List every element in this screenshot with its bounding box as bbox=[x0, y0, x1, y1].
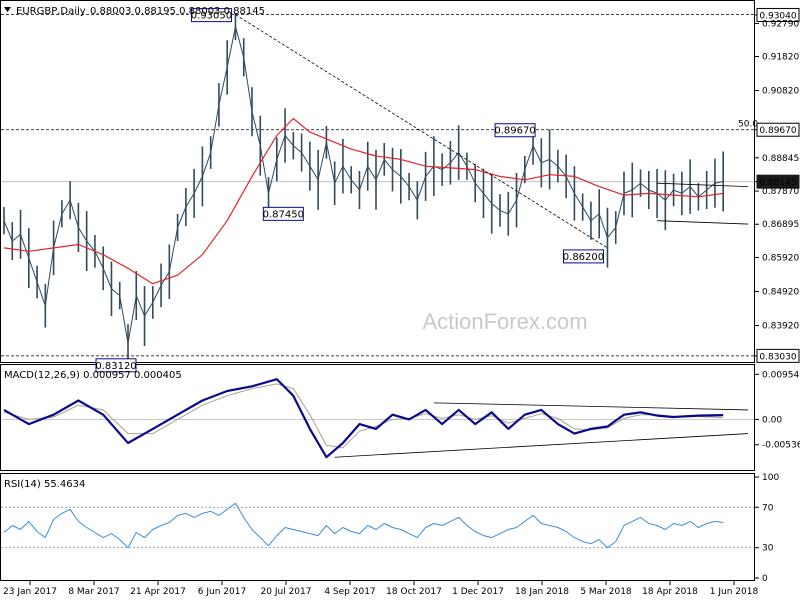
price-axis-tick-label-8: 0.86895 bbox=[762, 220, 799, 230]
macd-axis-tick-label-2: -0.00536 bbox=[762, 441, 800, 451]
price-axis-tag-box-4 bbox=[756, 122, 800, 137]
macd-trendline-0 bbox=[433, 402, 749, 411]
rsi-panel-label: RSI(14) 55.4634 bbox=[4, 479, 85, 490]
x-tick-label-2: 21 Apr 2017 bbox=[130, 587, 186, 597]
price-axis-tick-label-9: 0.85920 bbox=[762, 253, 799, 263]
price-axis-tick-label-4: 0.89670 bbox=[759, 126, 796, 136]
fib-label: 50.0 bbox=[738, 120, 758, 130]
x-tick-label-3: 6 Jun 2017 bbox=[198, 587, 246, 597]
x-tick-label-1: 8 Mar 2017 bbox=[68, 587, 119, 597]
price-axis-tag-box-6 bbox=[756, 174, 800, 189]
moving-average-line bbox=[3, 117, 724, 285]
rsi-axis-tick-label-2: 30 bbox=[762, 544, 774, 554]
macd-signal-line bbox=[3, 383, 724, 449]
price-panel-symbol: EURGBP,Daily bbox=[16, 6, 86, 17]
x-tick-label-5: 4 Sep 2017 bbox=[324, 587, 375, 597]
price-axis-tick-label-5: 0.88845 bbox=[762, 154, 799, 164]
annotation-box-3 bbox=[562, 249, 604, 264]
macd-trendline-1 bbox=[334, 433, 749, 458]
x-tick-label-4: 20 Jul 2017 bbox=[261, 587, 312, 597]
price-axis-tick-label-3: 0.90820 bbox=[762, 87, 799, 97]
macd-line bbox=[3, 378, 724, 459]
annotation-label-2: 0.89670 bbox=[494, 126, 535, 137]
x-tick-label-0: 23 Jan 2017 bbox=[3, 587, 57, 597]
price-trendline-1 bbox=[657, 182, 749, 188]
annotation-label-1: 0.87450 bbox=[263, 209, 304, 220]
price-axis-tick-label-2: 0.91820 bbox=[762, 53, 799, 63]
price-axis-tick-label-10: 0.84920 bbox=[762, 288, 799, 298]
rsi-line bbox=[3, 502, 724, 549]
price-axis-tag-box-0 bbox=[756, 7, 800, 22]
annotation-label-4: 0.83120 bbox=[95, 361, 136, 372]
collapse-arrow-icon[interactable] bbox=[4, 7, 11, 12]
price-trendline-0 bbox=[235, 14, 608, 249]
rsi-axis-tick-label-1: 70 bbox=[762, 503, 774, 513]
annotation-box-2 bbox=[494, 123, 536, 138]
price-panel-ohlc: 0.88003 0.88195 0.88003 0.88145 bbox=[90, 6, 265, 17]
macd-axis-tick-label-1: 0.00 bbox=[762, 415, 782, 425]
macd-axis-tick-label-0: 0.00954 bbox=[762, 370, 799, 380]
price-axis-tick-label-11: 0.83920 bbox=[762, 322, 799, 332]
price-trendline-2 bbox=[657, 220, 749, 225]
x-tick-label-7: 1 Dec 2017 bbox=[452, 587, 504, 597]
price-axis-tick-label-7: 0.87870 bbox=[762, 187, 799, 197]
rsi-panel-frame bbox=[0, 473, 755, 581]
annotation-box-0 bbox=[190, 8, 232, 23]
price-axis-tick-label-1: 0.92790 bbox=[762, 19, 799, 29]
price-layer: 50.0 0.93050 0.87450 0.89670 0.86200 0.83120 0… bbox=[1, 7, 800, 373]
annotation-label-0: 0.93050 bbox=[191, 11, 232, 22]
x-axis: 23 Jan 2017 8 Mar 2017 21 Apr 2017 6 Jun 20… bbox=[3, 581, 758, 597]
price-axis-tick-label-0: 0.93040 bbox=[759, 11, 796, 21]
price-axis-tag-box-12 bbox=[756, 348, 800, 363]
price-axis-tick-label-12: 0.83030 bbox=[759, 352, 796, 362]
x-tick-label-8: 18 Jan 2018 bbox=[515, 587, 569, 597]
rsi-axis-tick-label-0: 100 bbox=[762, 473, 779, 483]
x-tick-label-11: 1 Jun 2018 bbox=[710, 587, 759, 597]
x-tick-label-10: 18 Apr 2018 bbox=[642, 587, 698, 597]
rsi-axis-tick-label-3: 0 bbox=[762, 574, 768, 584]
x-tick-label-6: 18 Oct 2017 bbox=[386, 587, 442, 597]
price-axis-tick-label-6: 0.88145 bbox=[759, 178, 796, 188]
annotation-label-3: 0.86200 bbox=[563, 252, 604, 263]
annotation-box-4 bbox=[95, 358, 137, 373]
watermark: ActionForex.com bbox=[422, 309, 587, 334]
x-tick-label-9: 5 Mar 2018 bbox=[580, 587, 632, 597]
macd-panel-frame bbox=[0, 364, 755, 471]
annotation-box-1 bbox=[262, 206, 304, 221]
price-line bbox=[3, 26, 724, 344]
rsi-layer: 100 70 30 0 bbox=[1, 473, 779, 584]
macd-panel-label: MACD(12,26,9) 0.000957 0.000405 bbox=[4, 370, 182, 381]
macd-layer: 0.00954 0.00 -0.00536 bbox=[1, 370, 800, 459]
